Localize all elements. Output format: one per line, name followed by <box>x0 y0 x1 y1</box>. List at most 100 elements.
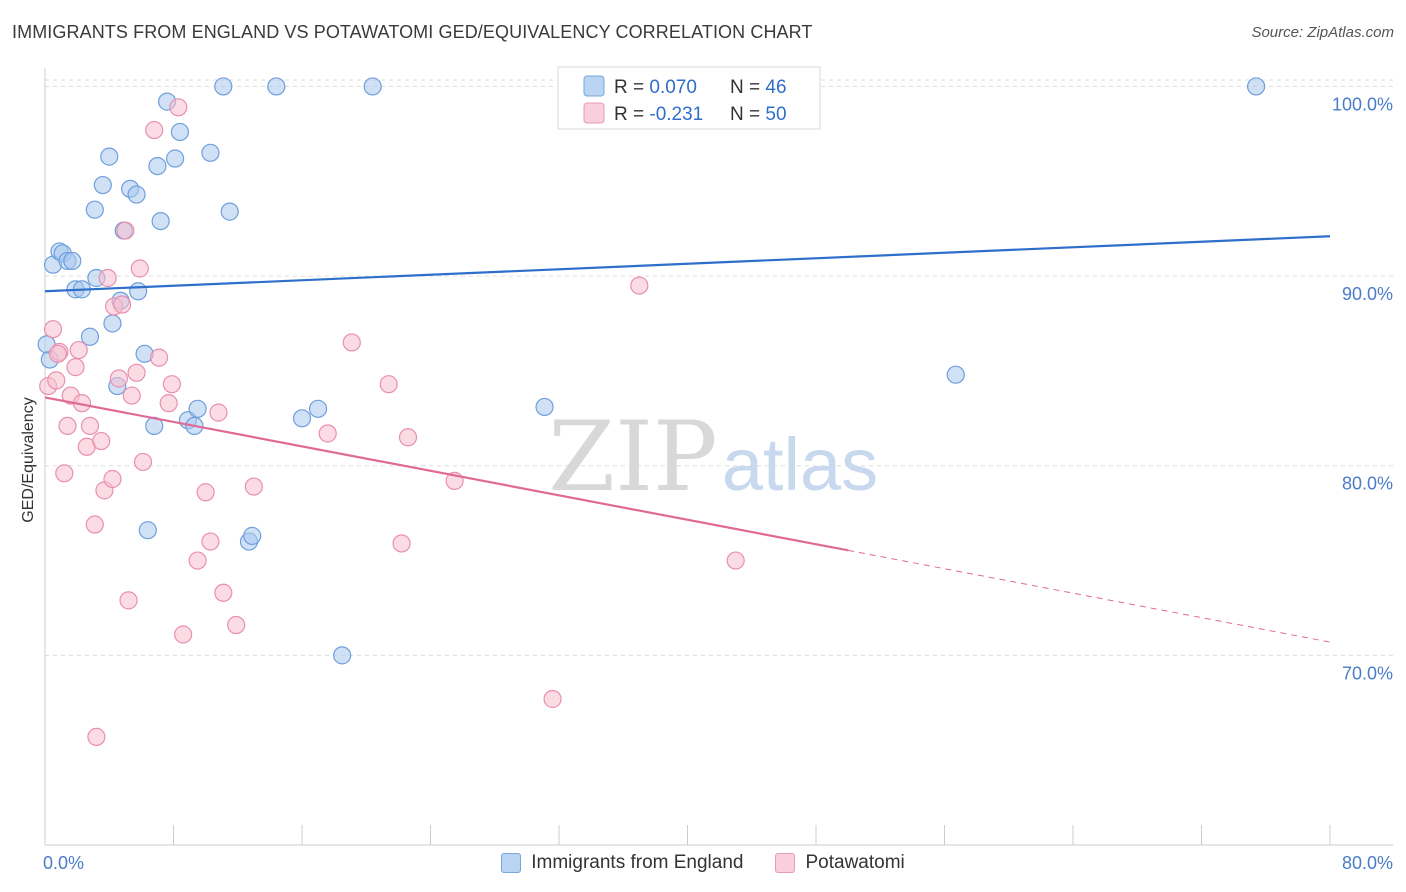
legend-swatch-england <box>501 853 522 873</box>
point-england <box>1247 77 1266 96</box>
point-potawatomi <box>80 416 100 435</box>
point-potawatomi <box>145 120 164 140</box>
point-england <box>243 526 262 545</box>
trend-lines <box>44 235 1331 643</box>
point-potawatomi <box>127 363 146 382</box>
legend-r-value-1: 0.070 <box>649 77 697 98</box>
point-england <box>151 211 170 231</box>
watermark-atlas: atlas <box>722 423 878 506</box>
point-potawatomi <box>48 344 67 363</box>
legend-n-label-1: N = <box>730 77 765 98</box>
point-potawatomi <box>201 532 220 551</box>
point-potawatomi <box>116 221 135 240</box>
point-england <box>80 327 100 346</box>
chart-title: IMMIGRANTS FROM ENGLAND VS POTAWATOMI GE… <box>12 22 813 42</box>
x-tick-label: 80.0% <box>1342 853 1393 873</box>
legend-swatch-blue <box>583 75 605 97</box>
point-england <box>129 282 148 301</box>
y-axis-label: GED/Equivalency <box>20 397 37 522</box>
point-potawatomi <box>122 386 141 405</box>
series-legend: Immigrants from England Potawatomi <box>0 852 1406 874</box>
point-england <box>267 77 286 96</box>
legend-label-potawatomi: Potawatomi <box>805 852 905 873</box>
point-potawatomi <box>342 333 361 352</box>
legend-n-value-1: 46 <box>765 77 786 98</box>
point-potawatomi <box>196 483 215 502</box>
point-potawatomi <box>58 416 77 435</box>
legend-item-england: Immigrants from England <box>501 852 743 874</box>
point-potawatomi <box>109 369 128 388</box>
point-potawatomi <box>398 428 418 447</box>
trend-line-dashed-1 <box>848 549 1331 643</box>
svg-text:R = 0.070: R = 0.070 <box>614 77 697 98</box>
point-potawatomi <box>47 371 66 390</box>
point-england <box>93 175 112 195</box>
y-tick-label: 70.0% <box>1342 663 1393 683</box>
svg-text:N = 50: N = 50 <box>730 104 787 125</box>
legend-r-label-1: R = <box>614 77 649 98</box>
point-england <box>138 521 157 540</box>
point-potawatomi <box>543 689 562 709</box>
point-england <box>201 143 220 162</box>
point-potawatomi <box>43 320 63 339</box>
y-tick-label: 100.0% <box>1332 94 1393 114</box>
point-potawatomi <box>92 431 111 451</box>
point-potawatomi <box>244 477 263 496</box>
source-credit: Source: ZipAtlas.com <box>1251 24 1394 41</box>
svg-text:N = 46: N = 46 <box>730 77 787 98</box>
point-potawatomi <box>159 394 178 413</box>
legend-r-value-2: -0.231 <box>649 104 703 125</box>
point-england <box>63 251 82 271</box>
point-england <box>363 77 382 96</box>
watermark: ZIP atlas <box>548 401 878 513</box>
point-england <box>85 200 104 219</box>
legend-n-label-2: N = <box>730 104 765 125</box>
point-potawatomi <box>169 98 188 117</box>
point-potawatomi <box>69 340 88 360</box>
point-england <box>292 409 312 428</box>
point-england <box>170 122 190 142</box>
point-england <box>946 365 965 384</box>
point-england <box>166 149 185 168</box>
point-potawatomi <box>119 591 138 610</box>
point-potawatomi <box>162 375 181 394</box>
legend-item-potawatomi: Potawatomi <box>775 852 905 874</box>
point-england <box>535 397 554 417</box>
point-england <box>188 399 207 418</box>
point-potawatomi <box>103 469 122 489</box>
point-potawatomi <box>726 551 745 570</box>
point-potawatomi <box>214 583 233 602</box>
point-potawatomi <box>149 348 169 367</box>
point-potawatomi <box>66 358 85 377</box>
legend-swatch-potawatomi <box>775 853 796 873</box>
point-potawatomi <box>318 424 337 443</box>
point-potawatomi <box>98 268 117 288</box>
y-tick-label: 90.0% <box>1342 284 1393 304</box>
point-potawatomi <box>87 727 106 747</box>
point-england <box>333 646 352 665</box>
correlation-legend: R = 0.070 N = 46 R = -0.231 N = 50 <box>557 66 821 130</box>
legend-swatch-pink <box>583 102 605 124</box>
point-potawatomi <box>392 534 411 553</box>
point-england <box>148 156 167 176</box>
legend-n-value-2: 50 <box>765 104 786 125</box>
point-potawatomi <box>379 375 398 394</box>
point-england <box>100 147 119 166</box>
svg-text:R = -0.231: R = -0.231 <box>614 104 703 125</box>
legend-label-england: Immigrants from England <box>531 852 744 873</box>
legend-r-label-2: R = <box>614 104 649 125</box>
grid-lines <box>45 79 1393 656</box>
point-england <box>214 77 233 96</box>
point-potawatomi <box>112 295 132 314</box>
point-potawatomi <box>133 452 153 472</box>
trend-line-1 <box>44 396 849 552</box>
point-potawatomi <box>227 615 246 635</box>
x-tick-label: 0.0% <box>43 853 84 873</box>
point-potawatomi <box>630 276 649 295</box>
trend-line-0 <box>44 235 1331 293</box>
data-points <box>37 77 1266 747</box>
y-tick-label: 80.0% <box>1342 474 1393 494</box>
point-potawatomi <box>209 403 228 422</box>
axes: 70.0% 80.0% 90.0% 100.0% 0.0% 80.0% <box>43 68 1393 873</box>
